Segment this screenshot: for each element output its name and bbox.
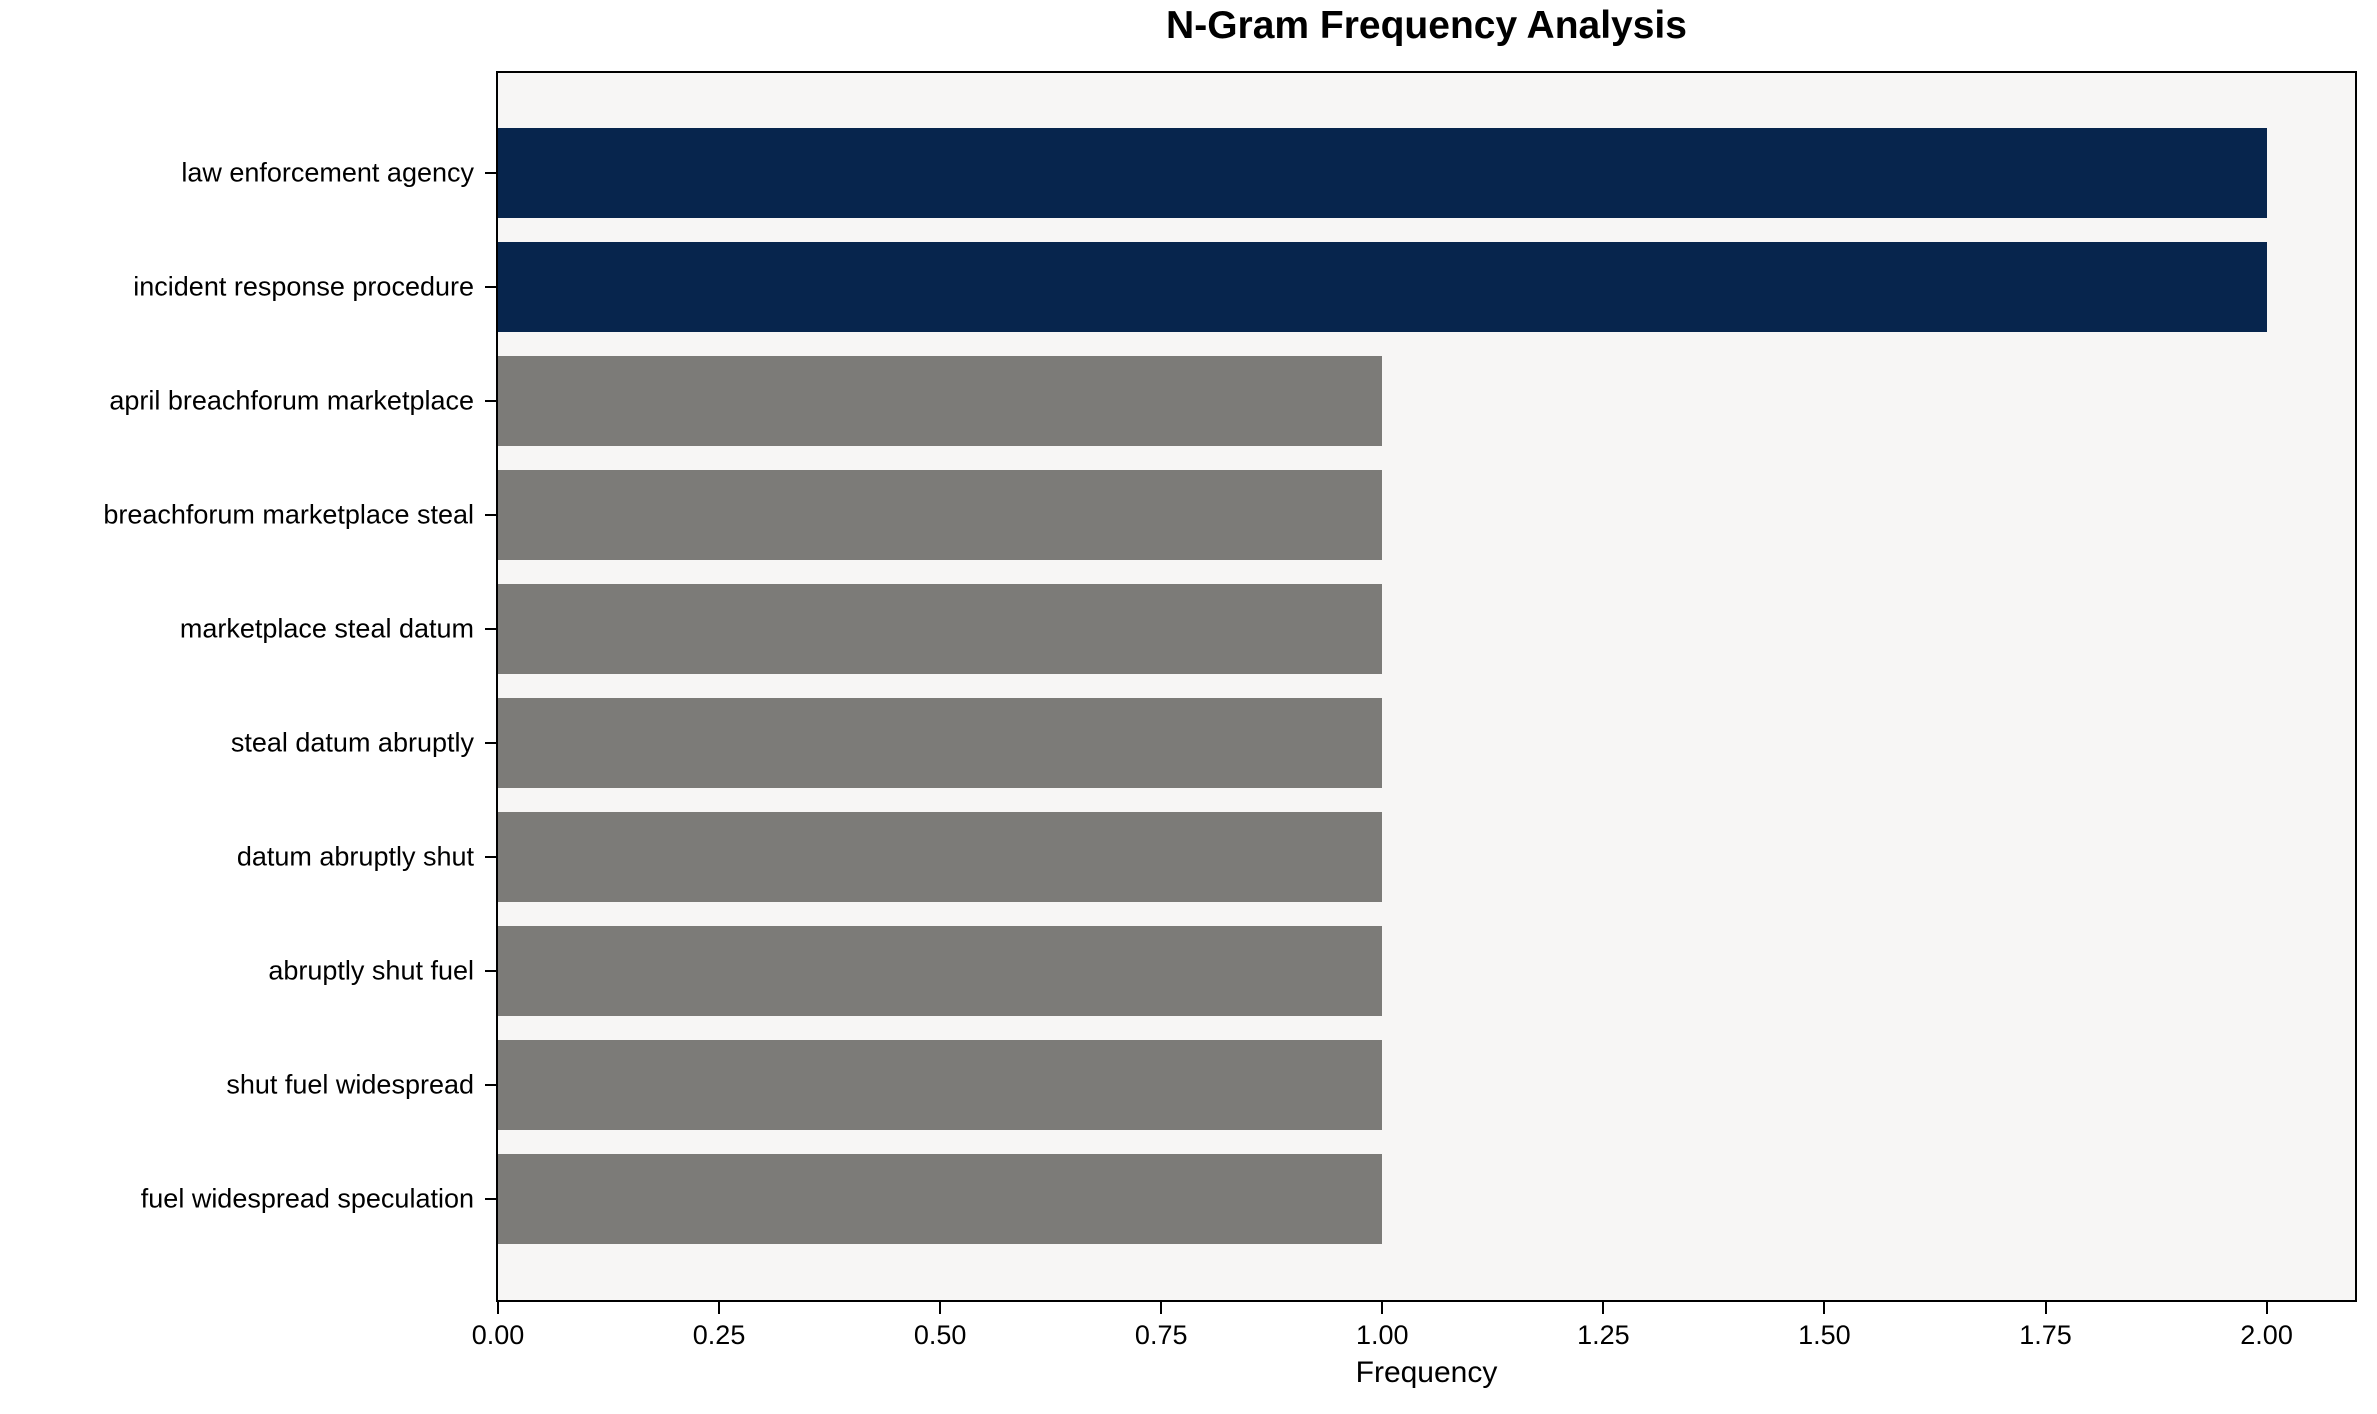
y-tick-label: law enforcement agency [181, 157, 474, 188]
y-tick-label: incident response procedure [133, 271, 474, 302]
x-tick-label: 0.00 [471, 1320, 525, 1350]
y-tick-mark [485, 286, 496, 288]
y-tick-mark [485, 1198, 496, 1200]
x-tick-label: 0.50 [913, 1320, 967, 1350]
y-tick-label: marketplace steal datum [179, 613, 474, 644]
y-tick-label: abruptly shut fuel [268, 955, 474, 986]
y-tick-label: breachforum marketplace steal [103, 499, 474, 530]
y-tick-label: steal datum abruptly [230, 727, 474, 758]
y-tick-mark [485, 970, 496, 972]
bar [498, 926, 1383, 1016]
bar [498, 356, 1383, 446]
y-tick-label: april breachforum marketplace [109, 385, 474, 416]
x-tick-label: 1.50 [1798, 1320, 1851, 1350]
bar [498, 584, 1383, 674]
x-tick-mark [2265, 1302, 2268, 1314]
chart-title: N-Gram Frequency Analysis [1166, 4, 1687, 47]
x-tick-mark [1602, 1302, 1605, 1314]
bar [498, 128, 2267, 218]
y-tick-mark [485, 514, 496, 516]
bar [498, 1154, 1383, 1244]
y-tick-label: shut fuel widespread [226, 1069, 474, 1100]
y-tick-mark [485, 400, 496, 402]
y-tick-mark [485, 856, 496, 858]
y-tick-mark [485, 628, 496, 630]
plot-area [496, 71, 2357, 1302]
bar [498, 1040, 1383, 1130]
y-tick-mark [485, 1084, 496, 1086]
y-tick-label: datum abruptly shut [236, 841, 474, 872]
y-tick-mark [485, 742, 496, 744]
x-tick-mark [2044, 1302, 2047, 1314]
x-tick-label: 0.75 [1134, 1320, 1188, 1350]
bar [498, 470, 1383, 560]
x-tick-label: 1.75 [2019, 1320, 2072, 1350]
x-tick-mark [1823, 1302, 1826, 1314]
bar [498, 812, 1383, 902]
x-tick-label: 2.00 [2240, 1320, 2293, 1350]
x-tick-mark [497, 1302, 499, 1314]
x-tick-mark [1381, 1302, 1384, 1314]
x-tick-label: 1.25 [1577, 1320, 1630, 1350]
x-tick-label: 0.25 [692, 1320, 746, 1350]
x-axis-label: Frequency [1355, 1356, 1498, 1389]
y-axis: law enforcement agency incident response … [0, 73, 496, 1300]
x-tick-mark [718, 1302, 721, 1314]
x-tick-label: 1.00 [1356, 1320, 1409, 1350]
bar [498, 698, 1383, 788]
y-tick-label: fuel widespread speculation [140, 1183, 474, 1214]
x-tick-mark [939, 1302, 942, 1314]
bar [498, 242, 2267, 332]
y-tick-mark [485, 172, 496, 174]
x-axis: 0.00 0.25 0.50 0.75 1.00 1.25 1.50 1.75 2.00 [472, 1302, 2355, 1382]
x-tick-mark [1160, 1302, 1163, 1314]
